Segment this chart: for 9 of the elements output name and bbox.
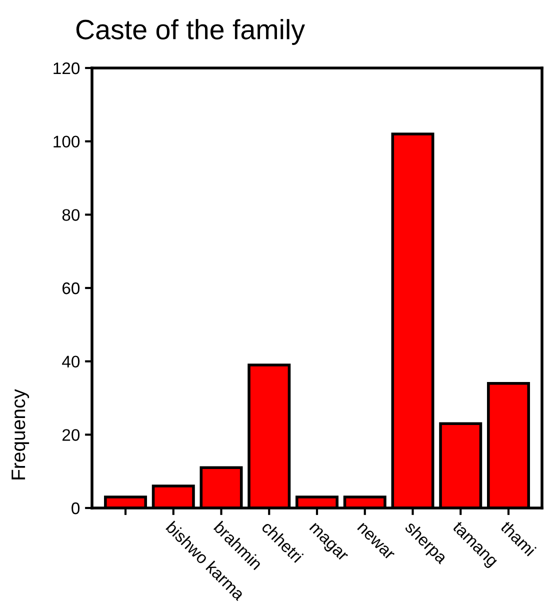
chart-title: Caste of the family	[76, 19, 305, 45]
y-tick-label: 60	[62, 282, 80, 294]
y-tick-label: 120	[54, 62, 80, 74]
y-tick-label: 80	[62, 209, 80, 221]
y-axis-title: Frequency	[12, 389, 30, 480]
y-tick-label: 100	[54, 136, 80, 148]
y-tick-label: 0	[72, 502, 80, 514]
y-tick-label: 20	[62, 429, 80, 441]
y-tick-label: 40	[62, 356, 80, 368]
